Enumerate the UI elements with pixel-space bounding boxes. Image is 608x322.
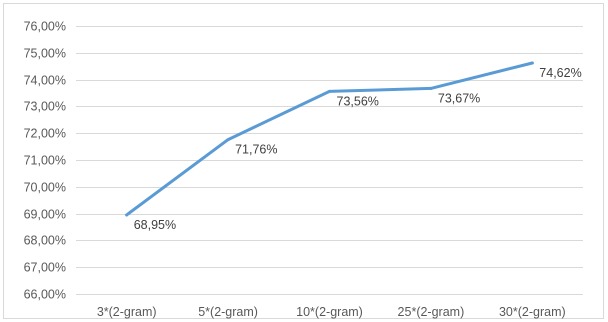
y-tick-label: 71,00% <box>24 154 66 168</box>
x-tick-label: 25*(2-gram) <box>398 305 465 319</box>
data-point <box>530 61 534 65</box>
data-label: 68,95% <box>134 218 176 232</box>
data-point <box>226 138 230 142</box>
y-tick-label: 76,00% <box>24 20 66 34</box>
data-point <box>328 89 331 93</box>
y-tick-label: 72,00% <box>24 127 66 141</box>
y-tick-label: 66,00% <box>24 288 66 302</box>
y-tick-label: 73,00% <box>24 100 66 114</box>
data-point <box>429 86 433 90</box>
x-tick-label: 30*(2-gram) <box>499 305 566 319</box>
y-tick-label: 75,00% <box>24 47 66 61</box>
data-point <box>125 213 129 217</box>
x-tick-label: 3*(2-gram) <box>97 305 157 319</box>
data-label: 71,76% <box>235 143 277 157</box>
x-tick-label: 5*(2-gram) <box>198 305 258 319</box>
gridlines <box>76 26 583 295</box>
y-tick-label: 74,00% <box>24 74 66 88</box>
series-line <box>125 61 534 217</box>
y-tick-label: 69,00% <box>24 208 66 222</box>
data-label: 74,62% <box>539 66 581 80</box>
y-tick-label: 68,00% <box>24 234 66 248</box>
y-tick-label: 70,00% <box>24 181 66 195</box>
data-labels: 68,95% 71,76% 73,56% 73,67% 74,62% <box>134 66 582 232</box>
series-group <box>125 61 534 217</box>
data-label: 73,67% <box>438 91 480 105</box>
x-tick-label: 10*(2-gram) <box>296 305 363 319</box>
y-tick-label: 67,00% <box>24 261 66 275</box>
x-axis-tick-labels: 3*(2-gram) 5*(2-gram) 10*(2-gram) 25*(2-gra… <box>97 305 566 319</box>
y-axis-tick-labels: 66,00% 67,00% 68,00% 69,00% 70,00% 71,00% 72,0… <box>24 20 66 302</box>
data-label: 73,56% <box>337 94 379 108</box>
